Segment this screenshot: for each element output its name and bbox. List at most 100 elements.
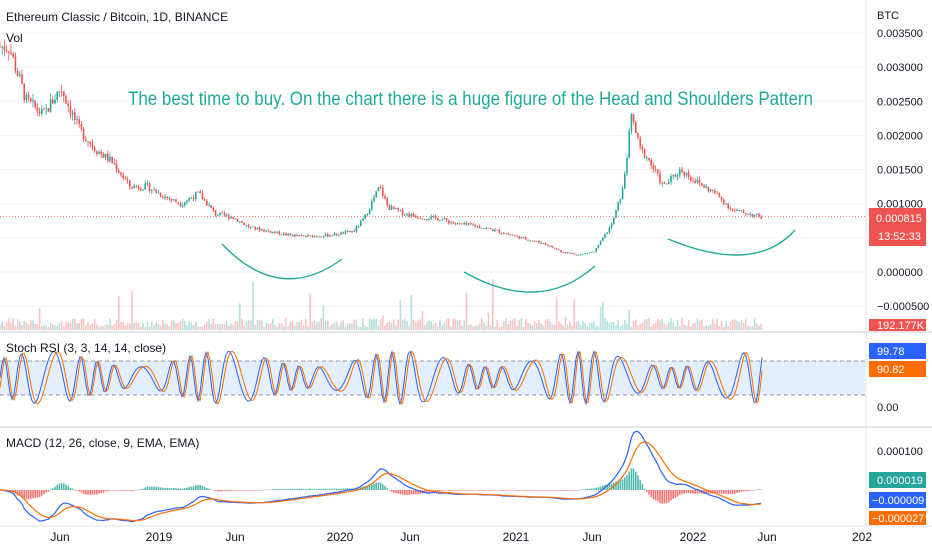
volume-bar — [630, 326, 633, 330]
volume-bar — [153, 324, 155, 330]
annotation-text[interactable]: The best time to buy. On the chart there… — [128, 89, 813, 110]
price-candles[interactable] — [0, 39, 762, 256]
macd-hist-bar — [146, 486, 149, 490]
candle-body — [36, 107, 39, 112]
macd-hist-bar — [386, 488, 388, 490]
macd-hist-bar — [296, 488, 298, 490]
volume-bar — [408, 325, 410, 330]
volume-bar — [591, 322, 593, 330]
candle-body — [382, 187, 384, 197]
volume-bar — [562, 325, 564, 330]
macd-hist-bar — [731, 490, 734, 494]
volume-bar — [481, 318, 483, 330]
macd-hist-bar — [432, 490, 435, 492]
candle-body — [14, 56, 17, 72]
volume-bar — [516, 325, 518, 330]
candle-body — [610, 223, 613, 228]
volume-bar — [344, 326, 347, 330]
volume-bar — [663, 323, 666, 330]
volume-bar — [91, 323, 94, 330]
volume-bar — [355, 319, 358, 330]
candle-body — [52, 99, 54, 104]
candle-body — [527, 239, 529, 241]
candle-body — [454, 223, 457, 225]
macd-hist-bar — [696, 490, 699, 494]
volume-bar — [604, 318, 606, 330]
volume-bar — [628, 309, 630, 330]
volume-bar — [712, 318, 714, 330]
volume-bar — [448, 318, 450, 330]
macd-hist-bar — [615, 481, 617, 490]
candle-body — [230, 217, 232, 219]
candle-body — [373, 197, 375, 202]
macd-hist-bar — [307, 488, 309, 490]
candle-body — [654, 168, 657, 170]
candle-body — [283, 233, 285, 235]
volume-bar — [443, 322, 446, 330]
volume-bar — [525, 319, 527, 330]
volume-bar — [371, 319, 373, 330]
macd-hist-bar — [221, 490, 223, 492]
volume-bar — [373, 318, 375, 330]
volume-bar — [419, 319, 421, 330]
macd-hist-bar — [661, 490, 663, 504]
candle-body — [173, 199, 175, 201]
macd-hist-bar — [740, 490, 743, 492]
candle-body — [564, 252, 567, 254]
candle-body — [705, 186, 707, 188]
macd-hist-bar — [723, 490, 725, 494]
volume-bar — [311, 321, 314, 330]
candle-body — [234, 218, 237, 220]
candle-body — [551, 245, 553, 248]
candle-body — [311, 235, 314, 238]
price-axis[interactable]: 0.003500 0.003000 0.002500 0.002000 0.001500… — [877, 28, 929, 313]
candle-body — [265, 230, 267, 232]
macd-hist-bar — [49, 489, 52, 490]
volume-bar — [461, 325, 463, 330]
candle-body — [313, 236, 316, 238]
candle-body — [307, 235, 309, 237]
volume-bar — [157, 323, 160, 330]
macd-hist-bar — [454, 490, 457, 491]
candle-body — [720, 196, 723, 200]
macd-hist-bar — [577, 489, 580, 491]
candle-body — [289, 233, 292, 235]
volume-bar — [606, 320, 608, 330]
macd-hist-bar — [335, 488, 338, 490]
macd-hist-bar — [190, 486, 193, 490]
macd-hist-bar — [373, 483, 375, 490]
volume-bar — [529, 323, 531, 330]
candle-body — [239, 221, 241, 223]
candle-body — [584, 253, 586, 255]
macd-hist-bar — [674, 490, 677, 498]
volume-bar — [346, 323, 349, 330]
macd-hist-bar — [445, 490, 448, 491]
candle-body — [63, 91, 65, 97]
candle-body — [569, 252, 571, 254]
macd-hist-bar — [278, 489, 281, 490]
volume-bar — [208, 319, 210, 330]
volume-bar — [395, 325, 397, 330]
time-axis[interactable]: Jun 2019 Jun 2020 Jun 2021 Jun 2022 Jun 202 — [50, 530, 872, 544]
volume-bar — [426, 322, 428, 330]
candle-body — [701, 183, 703, 186]
volume-bar — [133, 322, 135, 330]
time-tick-label: 2019 — [146, 530, 173, 544]
candle-body — [531, 240, 534, 242]
macd-hist-bar — [448, 490, 450, 491]
candle-body — [474, 225, 476, 227]
candle-body — [170, 199, 173, 201]
volume-bar — [635, 319, 637, 330]
candle-body — [441, 219, 443, 221]
volume-bar — [142, 323, 144, 330]
volume-bar — [1, 321, 3, 330]
macd-hist-bar — [122, 490, 124, 491]
macd-hist-bar — [606, 484, 608, 490]
candle-body — [102, 153, 105, 158]
volume-bar — [410, 294, 413, 330]
candle-body — [287, 233, 289, 236]
candle-body — [269, 231, 272, 233]
volume-bar — [126, 322, 129, 330]
candle-body — [573, 253, 575, 255]
